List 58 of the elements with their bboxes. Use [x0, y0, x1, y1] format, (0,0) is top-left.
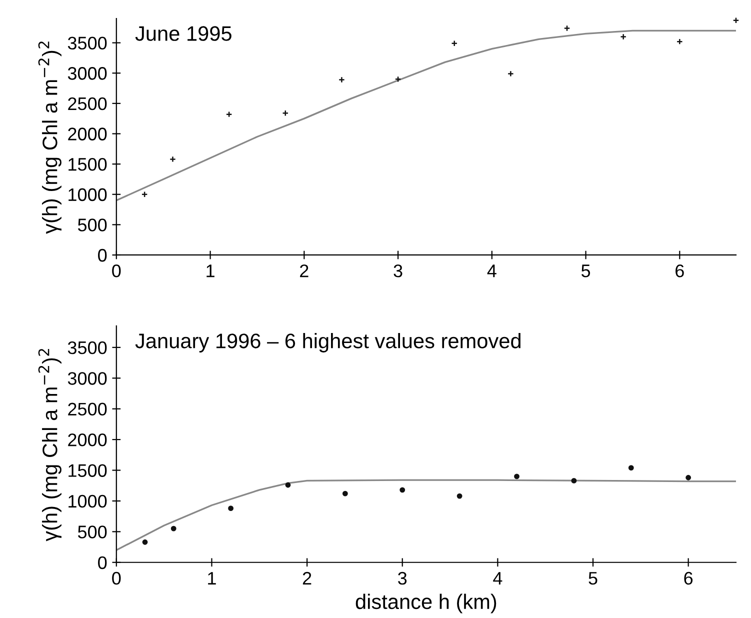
point: [228, 506, 234, 512]
chart-title: January 1996 – 6 highest values removed: [135, 333, 520, 352]
y-tick-label: 1500: [68, 158, 107, 171]
point: [338, 76, 345, 83]
y-tick-label: 2000: [68, 433, 107, 446]
x-tick-label: 5: [581, 264, 590, 278]
point: [676, 38, 683, 45]
x-tick-label: 0: [112, 264, 121, 278]
point: [170, 526, 176, 532]
y-tick-label: 500: [78, 526, 107, 538]
x-tick-label: 4: [493, 572, 502, 584]
y-tick-label: 2500: [68, 402, 107, 416]
y-tick-label: 1000: [68, 494, 107, 508]
point: [564, 25, 570, 32]
x-tick-label: 4: [487, 264, 496, 278]
point: [456, 493, 462, 499]
point: [400, 487, 406, 493]
point: [394, 76, 402, 82]
point: [686, 474, 692, 480]
y-tick-label: 2000: [68, 128, 107, 140]
point: [142, 539, 148, 545]
point: [571, 478, 577, 484]
point: [514, 474, 520, 480]
y-tick-label: 3000: [68, 67, 107, 80]
point: [170, 156, 176, 162]
x-tick-label: 3: [398, 572, 407, 585]
y-tick-label: 3000: [68, 372, 107, 385]
point: [285, 482, 291, 488]
point: [507, 70, 514, 77]
y-tick-label: 0: [98, 248, 107, 262]
x-tick-label: 3: [394, 264, 402, 278]
x-tick-label: 6: [684, 572, 693, 585]
point: [282, 110, 289, 116]
x-tick-label: 5: [588, 572, 598, 585]
y-tick-label: 0: [98, 556, 107, 570]
point: [342, 490, 348, 496]
y-tick-label: 3500: [68, 36, 107, 50]
y-tick-label: 1500: [68, 464, 107, 477]
x-tick-label: 2: [300, 264, 308, 278]
chart-title: June 1995: [135, 26, 232, 41]
y-axis-title: γ(h) (mg Chl a m$^{−2}$)$^{2}$: [38, 42, 62, 234]
point: [451, 40, 458, 47]
y-tick-label: 2500: [68, 97, 107, 110]
point: [732, 17, 740, 24]
x-tick-label: 1: [208, 572, 216, 584]
x-tick-label: 0: [112, 572, 121, 585]
x-tick-label: 6: [676, 264, 684, 278]
point: [620, 34, 627, 40]
y-tick-label: 3500: [68, 341, 107, 354]
y-tick-label: 500: [78, 218, 107, 232]
point: [141, 191, 148, 198]
x-tick-label: 2: [302, 572, 312, 584]
point: [628, 465, 634, 471]
x-tick-label: 1: [206, 264, 214, 278]
x-axis-title: distance h (km): [356, 594, 496, 614]
point: [226, 111, 232, 118]
y-tick-label: 1000: [68, 188, 107, 202]
y-axis-title: γ(h) (mg Chl a m$^{−2}$)$^{2}$: [38, 349, 62, 542]
